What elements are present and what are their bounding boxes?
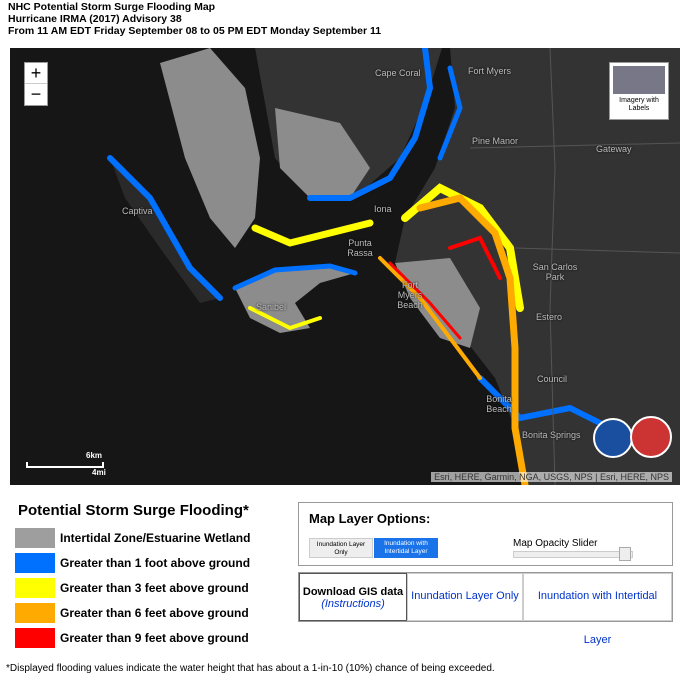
- place-label: Estero: [536, 312, 563, 322]
- surge: [107, 48, 613, 485]
- download-title: Download GIS data: [302, 586, 404, 598]
- options-title: Map Layer Options:: [309, 511, 431, 526]
- zoom-in[interactable]: +: [25, 63, 47, 84]
- legend-swatch: [15, 628, 55, 648]
- slider-track: [513, 551, 633, 558]
- slider-handle[interactable]: [619, 547, 631, 561]
- wetland: [275, 108, 370, 198]
- place-label: San Carlos Park: [532, 262, 578, 282]
- noaa-logo: [593, 418, 633, 458]
- legend-swatch: [15, 603, 55, 623]
- legend-label: Greater than 3 feet above ground: [60, 581, 249, 595]
- zoom-control: + −: [24, 62, 48, 106]
- legend-label: Intertidal Zone/Estuarine Wetland: [60, 531, 251, 545]
- basemap-toggle[interactable]: Imagery with Labels: [609, 62, 669, 120]
- downloads: Download GIS data (Instructions) Inundat…: [298, 572, 673, 646]
- place-label: Bonita Springs: [522, 430, 581, 440]
- header-line: From 11 AM EDT Friday September 08 to 05…: [8, 25, 382, 37]
- legend-label: Greater than 6 feet above ground: [60, 606, 249, 620]
- layer-options: Map Layer Options: Inundation Layer Only…: [298, 502, 673, 566]
- legend-label: Greater than 1 foot above ground: [60, 556, 251, 570]
- mainland: [395, 48, 680, 485]
- roads: [469, 48, 680, 485]
- place-label: Gateway: [596, 144, 632, 154]
- slider-label: Map Opacity Slider: [513, 538, 598, 549]
- place-label: Punta Rassa: [347, 238, 373, 258]
- legend-swatch: [15, 553, 55, 573]
- place-label: Fort Myers: [468, 66, 512, 76]
- place-label: Sanibel: [256, 302, 287, 312]
- nws-logo: [630, 416, 672, 458]
- place-label: Captiva: [122, 206, 153, 216]
- pine-island: [160, 48, 260, 248]
- scale-bar: [26, 462, 104, 468]
- legend-swatch: [15, 578, 55, 598]
- place-label: Fort Myers Beach: [397, 280, 423, 310]
- legend-label: Greater than 9 feet above ground: [60, 631, 249, 645]
- legend-title: Potential Storm Surge Flooding*: [18, 502, 249, 519]
- place-label: Pine Manor: [472, 136, 519, 146]
- instructions-link[interactable]: (Instructions): [321, 598, 385, 610]
- footnote: *Displayed flooding values indicate the …: [6, 663, 495, 674]
- map-canvas: [107, 48, 680, 485]
- map[interactable]: Cape Coral Fort Myers Pine Manor Gateway…: [10, 48, 680, 485]
- download-link[interactable]: Inundation Layer Only: [407, 573, 523, 621]
- place-label: Bonita Beach: [486, 394, 512, 414]
- basemap-thumb: [613, 66, 665, 94]
- basemap-label: Imagery with Labels: [619, 97, 659, 112]
- header-line: NHC Potential Storm Surge Flooding Map: [8, 1, 216, 13]
- sanibel: [235, 266, 355, 333]
- layer-button[interactable]: Inundation with Intertidal Layer: [374, 538, 438, 558]
- attribution: Esri, HERE, Garmin, NGA, USGS, NPS | Esr…: [431, 472, 672, 482]
- estuary: [395, 258, 480, 348]
- place-label: Cape Coral: [375, 68, 421, 78]
- layer-button[interactable]: Inundation Layer Only: [309, 538, 373, 558]
- header-line: Hurricane IRMA (2017) Advisory 38: [8, 13, 182, 25]
- scale-mi: 4mi: [92, 468, 106, 477]
- zoom-out[interactable]: −: [30, 84, 42, 104]
- download-link[interactable]: Inundation with Intertidal Layer: [523, 573, 672, 646]
- place-label: Iona: [374, 204, 392, 214]
- scale-km: 6km: [86, 451, 103, 460]
- download-cell: Download GIS data (Instructions): [299, 573, 407, 621]
- captiva: [110, 158, 220, 303]
- legend-swatch: [15, 528, 55, 548]
- place-label: Council: [537, 374, 568, 384]
